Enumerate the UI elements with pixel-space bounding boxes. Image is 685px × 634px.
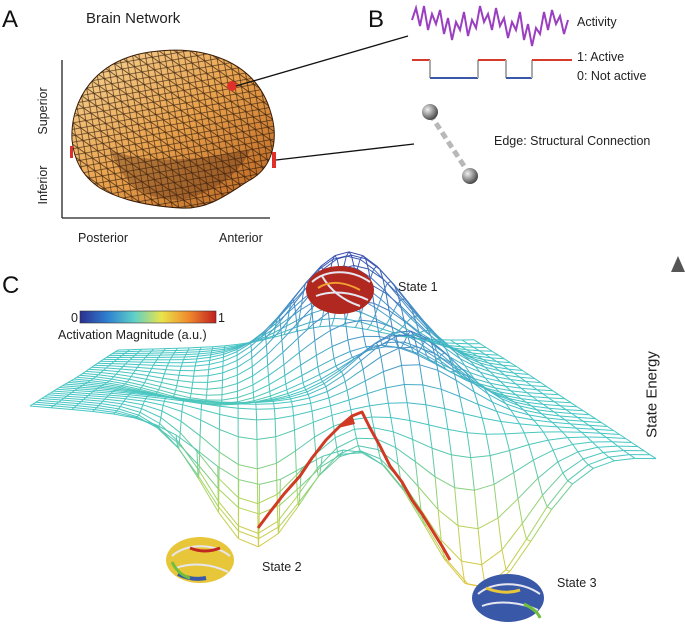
state-3-label: State 3 — [557, 576, 597, 590]
brain-network-graphic — [70, 49, 276, 209]
state-2-label: State 2 — [262, 560, 302, 574]
panel-a-letter: A — [2, 6, 19, 33]
activity-trace — [411, 4, 569, 47]
panel-b-letter: B — [368, 6, 385, 33]
colorbar-min-label: 0 — [71, 311, 78, 325]
colorbar-max-label: 1 — [218, 311, 225, 325]
connector-node-line — [235, 35, 409, 87]
active-state-label: 1: Active — [577, 50, 625, 64]
state-transition-path — [256, 410, 452, 561]
brain-network-title: Brain Network — [86, 10, 181, 27]
edge-node-bottom — [462, 168, 478, 184]
connector-edge-line — [275, 143, 415, 161]
state-energy-arrow — [671, 256, 685, 576]
edge-label: Edge: Structural Connection — [494, 134, 651, 148]
active-node-marker — [227, 81, 237, 91]
activation-colorbar — [79, 310, 217, 324]
axis-posterior-label: Posterior — [78, 231, 129, 245]
edge-marker — [272, 152, 276, 168]
state-2-brain — [166, 537, 234, 583]
state-1-brain — [306, 266, 374, 314]
panel-c-letter: C — [2, 272, 20, 299]
activity-label: Activity — [577, 15, 617, 29]
colorbar-title: Activation Magnitude (a.u.) — [58, 328, 207, 342]
state-3-brain — [472, 574, 544, 622]
structural-edge-graphic — [422, 104, 478, 184]
inactive-state-label: 0: Not active — [577, 69, 647, 83]
axis-anterior-label: Anterior — [219, 231, 263, 245]
edge-node-top — [422, 104, 438, 120]
state-1-label: State 1 — [398, 280, 438, 294]
binary-state-trace — [412, 59, 572, 79]
panel-a-axes — [61, 60, 270, 219]
energy-landscape-mesh — [29, 251, 657, 589]
